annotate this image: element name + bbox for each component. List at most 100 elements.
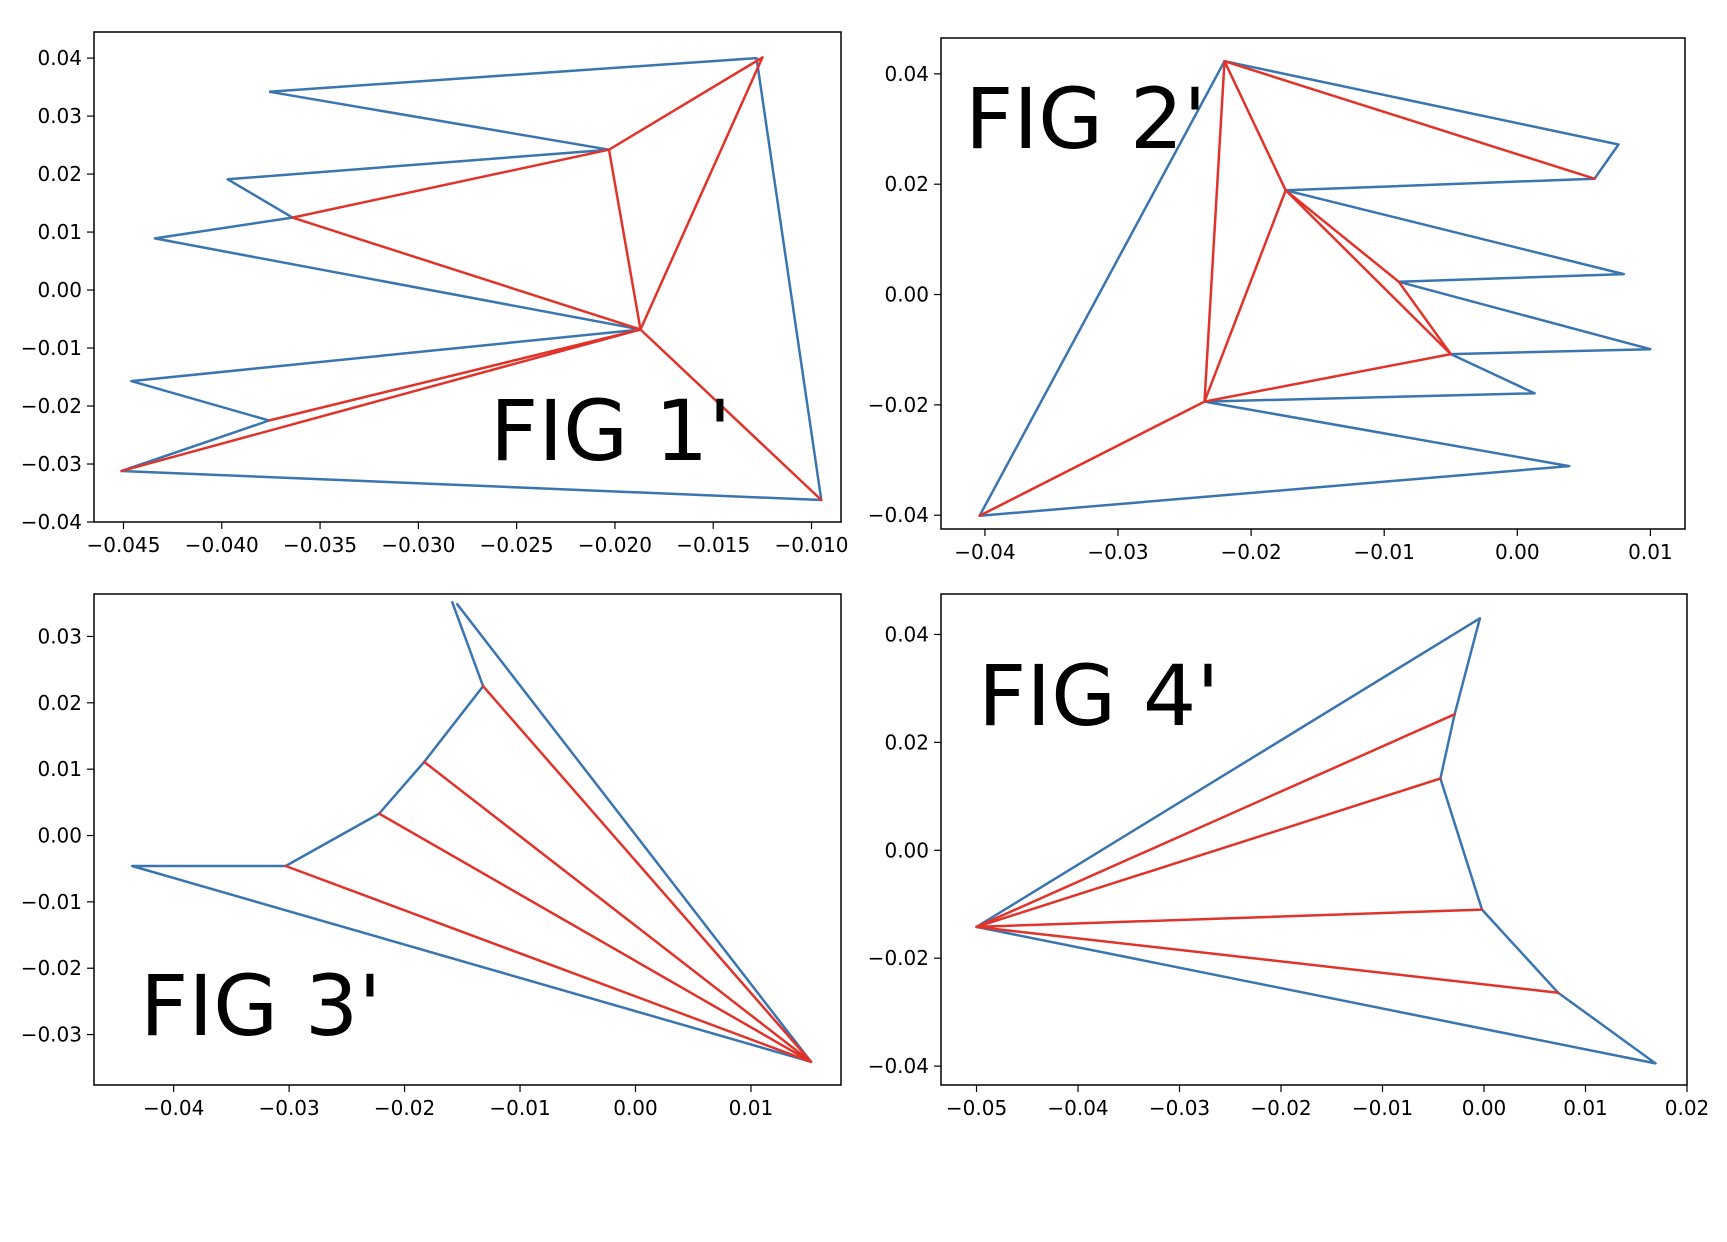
outline-series-fig1: [120, 56, 823, 502]
fig2-annotation: FIG 2': [965, 70, 1206, 168]
y-tick-label-fig4-4: 0.04: [884, 622, 929, 646]
x-tick-label-fig4-2: −0.03: [1149, 1096, 1210, 1120]
x-tick-label-fig4-1: −0.04: [1047, 1096, 1108, 1120]
y-tick-label-fig3-3: 0.00: [37, 824, 82, 848]
y-tick-label-fig3-1: −0.02: [21, 956, 82, 980]
y-tick-label-fig1-3: −0.01: [21, 336, 82, 360]
ticks-fig1: −0.045 −0.040 −0.035 −0.030 −0.025 −0.020 −0.0…: [21, 46, 849, 557]
plot-lines-fig2: [978, 59, 1652, 518]
fan-segment-fig3-2: [377, 812, 813, 1064]
x-tick-label-fig1-1: −0.040: [185, 533, 259, 557]
y-tick-label-fig2-2: 0.00: [884, 283, 929, 307]
x-tick-label-fig3-0: −0.04: [143, 1096, 204, 1120]
ticks-fig2: −0.04 −0.03 −0.02 −0.01 0.00 0.01 −0.04 −0.02 0.…: [868, 62, 1673, 564]
x-tick-label-fig3-2: −0.02: [374, 1096, 435, 1120]
chart-panel-fig1: −0.045 −0.040 −0.035 −0.030 −0.025 −0.020 −0.0…: [21, 31, 849, 557]
x-tick-label-fig4-4: −0.01: [1352, 1096, 1413, 1120]
x-tick-label-fig3-1: −0.03: [258, 1096, 319, 1120]
x-tick-label-fig4-6: 0.01: [1563, 1096, 1608, 1120]
fan-segment-fig2-6: [1397, 280, 1453, 356]
fan-segment-fig1-2: [291, 148, 611, 219]
fig1-annotation: FIG 1': [490, 382, 731, 480]
fan-segment-fig3-1: [422, 760, 813, 1064]
fan-segment-fig2-4: [1203, 189, 1287, 403]
fan-segment-fig1-5: [267, 328, 642, 422]
fan-segment-fig2-1: [1203, 59, 1226, 403]
fan-segment-fig3-3: [284, 864, 813, 1064]
chart-panel-fig2: −0.04 −0.03 −0.02 −0.01 0.00 0.01 −0.04 −0.02 0.…: [868, 37, 1686, 564]
y-tick-label-fig1-0: −0.04: [21, 510, 82, 534]
y-tick-label-fig1-6: 0.02: [37, 162, 82, 186]
fig4-annotation: FIG 4': [978, 647, 1219, 745]
x-tick-label-fig3-5: 0.01: [729, 1096, 774, 1120]
y-tick-label-fig3-2: −0.01: [21, 890, 82, 914]
fan-segment-fig1-7: [639, 328, 823, 502]
plot-lines-fig3: [130, 600, 813, 1064]
y-tick-label-fig1-2: −0.02: [21, 394, 82, 418]
fan-segment-fig2-2: [1223, 59, 1596, 180]
x-tick-label-fig3-4: 0.00: [613, 1096, 658, 1120]
y-tick-label-fig2-0: −0.04: [868, 503, 929, 527]
fan-segment-fig2-8: [1203, 352, 1453, 403]
fan-segment-fig1-4: [291, 216, 642, 331]
y-tick-label-fig4-1: −0.02: [868, 946, 929, 970]
y-tick-label-fig4-3: 0.02: [884, 730, 929, 754]
x-tick-label-fig1-6: −0.015: [676, 533, 750, 557]
y-tick-label-fig1-5: 0.01: [37, 220, 82, 244]
outline-series-fig3: [130, 600, 813, 1064]
fan-segment-fig2-3: [1223, 59, 1287, 192]
x-tick-label-fig2-3: −0.01: [1354, 540, 1415, 564]
fan-segment-fig2-0: [978, 400, 1206, 518]
x-tick-label-fig2-4: 0.00: [1495, 540, 1540, 564]
fig3-annotation: FIG 3': [140, 957, 381, 1055]
fan-segment-fig3-0: [481, 684, 813, 1064]
y-tick-label-fig3-6: 0.03: [37, 624, 82, 648]
y-tick-label-fig3-4: 0.01: [37, 757, 82, 781]
fan-segment-fig4-3: [975, 925, 1560, 994]
fan-segment-fig2-5: [1284, 189, 1401, 284]
plot-lines-fig4: [975, 617, 1657, 1065]
x-tick-label-fig2-1: −0.03: [1087, 540, 1148, 564]
axes-frame-fig2: [940, 37, 1686, 530]
x-tick-label-fig2-5: 0.01: [1628, 540, 1673, 564]
outline-series-fig4: [975, 617, 1657, 1065]
x-tick-label-fig1-2: −0.035: [283, 533, 357, 557]
x-tick-label-fig4-0: −0.05: [946, 1096, 1007, 1120]
x-tick-label-fig3-3: −0.01: [489, 1096, 550, 1120]
y-tick-label-fig2-3: 0.02: [884, 172, 929, 196]
y-tick-label-fig2-1: −0.02: [868, 393, 929, 417]
fan-segment-fig4-0: [975, 713, 1456, 929]
x-tick-label-fig4-3: −0.02: [1250, 1096, 1311, 1120]
x-tick-label-fig1-3: −0.030: [381, 533, 455, 557]
x-tick-label-fig2-2: −0.02: [1220, 540, 1281, 564]
chart-panel-fig3: −0.04 −0.03 −0.02 −0.01 0.00 0.01 −0.03 −0.02 −0…: [21, 593, 842, 1120]
plot-lines-fig1: [120, 56, 823, 502]
y-tick-label-fig1-8: 0.04: [37, 46, 82, 70]
y-tick-label-fig3-5: 0.02: [37, 691, 82, 715]
y-tick-label-fig4-0: −0.04: [868, 1054, 929, 1078]
fan-segment-fig2-7: [1284, 189, 1453, 356]
y-tick-label-fig1-4: 0.00: [37, 278, 82, 302]
x-tick-label-fig4-7: 0.02: [1665, 1096, 1710, 1120]
fan-segment-fig1-6: [120, 328, 642, 473]
x-tick-label-fig2-0: −0.04: [954, 540, 1015, 564]
y-tick-label-fig3-0: −0.03: [21, 1023, 82, 1047]
y-tick-label-fig2-4: 0.04: [884, 62, 929, 86]
x-tick-label-fig1-5: −0.020: [578, 533, 652, 557]
x-tick-label-fig4-5: 0.00: [1462, 1096, 1507, 1120]
ticks-fig4: −0.05 −0.04 −0.03 −0.02 −0.01 0.00 0.01 0.02 −0.…: [868, 622, 1710, 1120]
fan-segment-fig4-1: [975, 777, 1442, 929]
y-tick-label-fig4-2: 0.00: [884, 838, 929, 862]
fan-segment-fig1-3: [607, 148, 642, 331]
ticks-fig3: −0.04 −0.03 −0.02 −0.01 0.00 0.01 −0.03 −0.02 −0…: [21, 624, 774, 1120]
axes-frame-fig3: [93, 593, 842, 1086]
fan-segment-fig4-2: [975, 908, 1484, 929]
x-tick-label-fig1-4: −0.025: [480, 533, 554, 557]
x-tick-label-fig1-7: −0.010: [775, 533, 849, 557]
y-tick-label-fig1-1: −0.03: [21, 452, 82, 476]
x-tick-label-fig1-0: −0.045: [86, 533, 160, 557]
axes-frame-fig4: [940, 593, 1688, 1086]
fan-segment-fig1-1: [607, 56, 764, 151]
